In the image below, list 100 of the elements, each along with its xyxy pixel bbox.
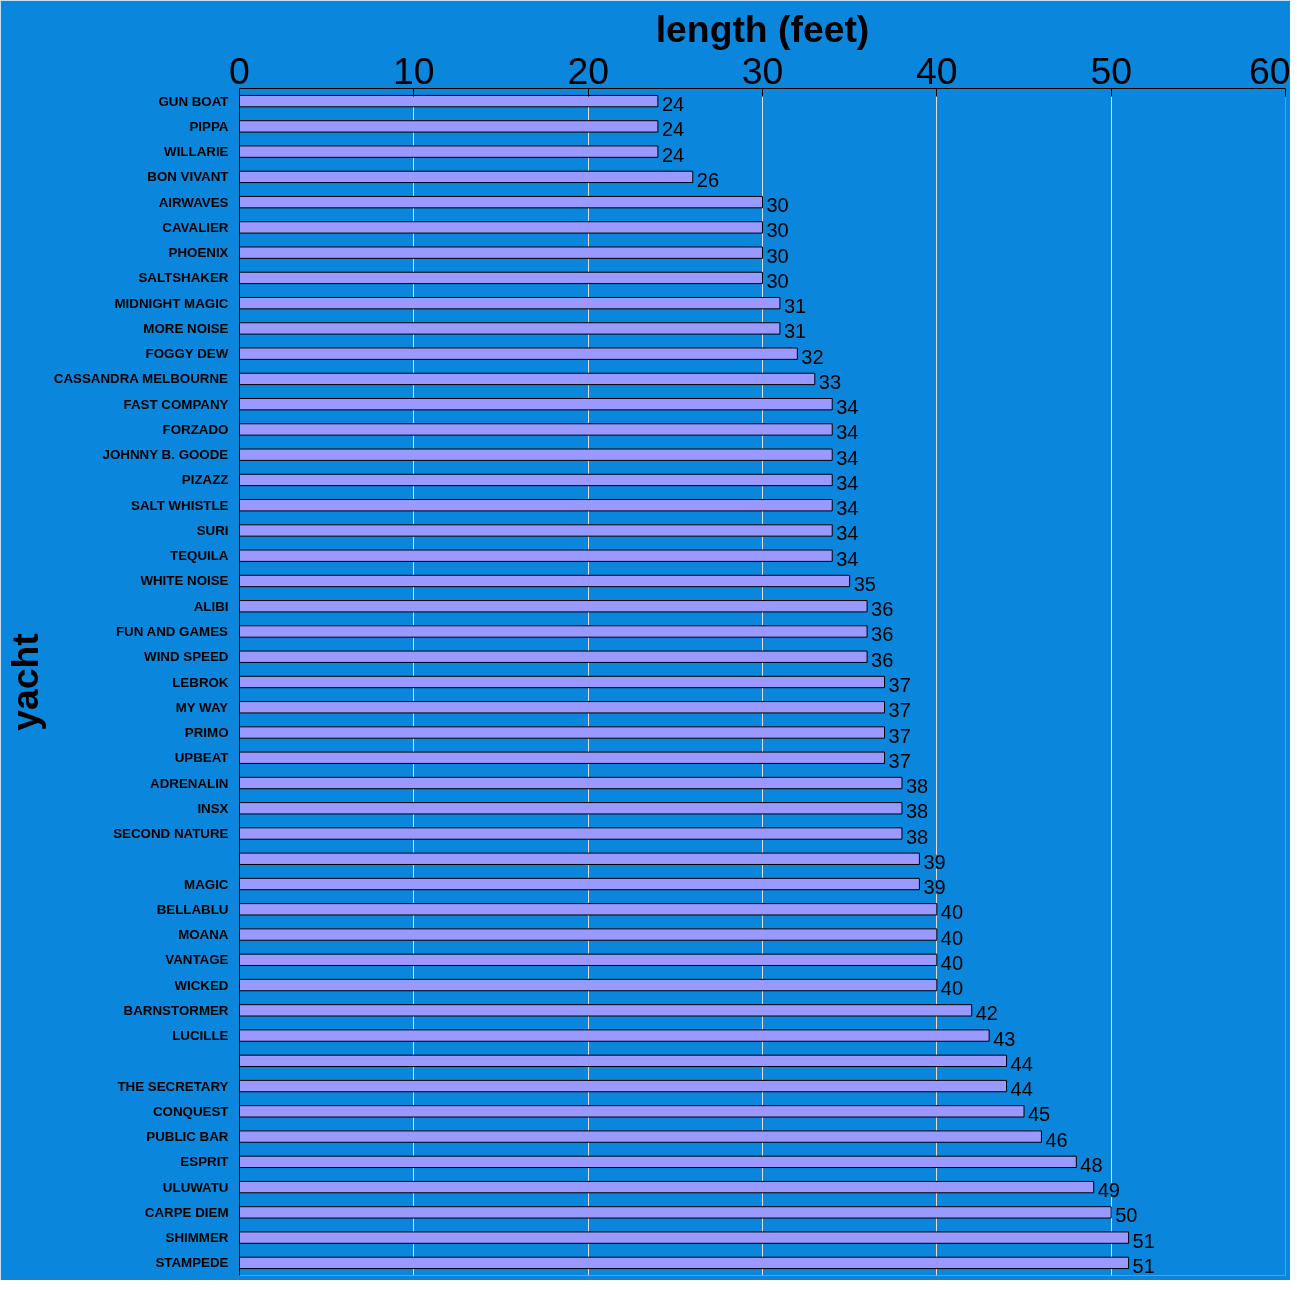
y-tick-label: FAST COMPANY (123, 396, 229, 412)
data-label: 30 (766, 194, 789, 217)
data-label: 38 (905, 825, 929, 848)
y-tick-label: WIND SPEED (144, 649, 229, 665)
data-label: 31 (783, 320, 807, 343)
data-label: 33 (818, 370, 842, 393)
data-label: 32 (801, 345, 824, 368)
y-tick-label: PUBLIC BAR (146, 1129, 229, 1145)
data-label: 26 (696, 168, 720, 191)
y-tick-label: ESPRIT (180, 1154, 229, 1170)
data-label: 36 (871, 598, 894, 621)
data-label: 48 (1080, 1153, 1103, 1176)
y-tick-label: PHOENIX (168, 245, 229, 261)
data-label: 34 (836, 547, 859, 570)
y-tick-label: PRIMO (184, 725, 229, 741)
y-tick-label: WICKED (174, 977, 229, 993)
data-label: 49 (1097, 1179, 1120, 1202)
data-label: 39 (923, 850, 946, 873)
data-label: 30 (766, 244, 789, 267)
data-label: 40 (940, 926, 964, 949)
data-label: 24 (661, 118, 685, 141)
data-label: 37 (888, 724, 911, 747)
data-label: 31 (783, 295, 807, 318)
x-tick-label: 30 (741, 49, 784, 92)
y-tick-label: PIZAZZ (181, 472, 229, 488)
y-tick-label: SALT WHISTLE (131, 497, 229, 513)
data-label: 44 (1010, 1078, 1033, 1101)
y-tick-label: UPBEAT (174, 750, 229, 766)
y-tick-label: ADRENALIN (150, 775, 229, 791)
data-label: 40 (940, 901, 964, 924)
data-label: 50 (1115, 1204, 1138, 1227)
x-tick-label: 50 (1090, 49, 1132, 92)
y-tick-label: BON VIVANT (147, 169, 229, 185)
y-tick-label: BELLABLU (156, 901, 229, 917)
data-label: 34 (836, 396, 859, 419)
x-tick-label: 10 (393, 49, 435, 92)
y-tick-label: TEQUILA (170, 548, 229, 564)
y-tick-label: LEBROK (172, 674, 229, 690)
y-tick-label: JOHNNY B. GOODE (102, 447, 229, 463)
y-tick-label: SALTSHAKER (138, 270, 229, 286)
y-axis-title: yacht (3, 633, 46, 731)
y-tick-label: WHITE NOISE (140, 573, 229, 589)
data-label: 24 (661, 143, 685, 166)
y-tick-label: MOANA (178, 927, 229, 943)
data-label: 36 (871, 648, 894, 671)
y-tick-label: VANTAGE (165, 952, 229, 968)
data-label: 34 (836, 497, 859, 520)
y-tick-label: MY WAY (175, 699, 229, 715)
y-tick-label: CONQUEST (152, 1103, 229, 1119)
x-tick-label: 20 (567, 49, 609, 92)
y-tick-label: MAGIC (184, 876, 229, 892)
y-tick-label: ALIBI (193, 598, 229, 614)
y-tick-label: MORE NOISE (143, 320, 229, 336)
x-tick-label: 60 (1248, 49, 1291, 92)
data-label: 35 (853, 572, 876, 595)
y-tick-label: SECOND NATURE (113, 826, 229, 842)
y-tick-label: SURI (196, 522, 229, 538)
data-label: 34 (836, 522, 859, 545)
y-tick-label: GUN BOAT (158, 93, 229, 109)
data-label: 37 (888, 749, 911, 772)
data-label: 43 (993, 1027, 1016, 1050)
y-tick-label: INSX (197, 800, 229, 816)
y-tick-label: FOGGY DEW (145, 346, 229, 362)
data-label: 34 (836, 446, 859, 469)
data-label: 39 (923, 876, 946, 899)
data-label: 46 (1045, 1128, 1068, 1151)
data-label: 37 (888, 699, 911, 722)
data-label: 51 (1132, 1229, 1155, 1252)
data-label: 30 (766, 269, 789, 292)
y-tick-label: SHIMMER (165, 1230, 229, 1246)
y-tick-label: MIDNIGHT MAGIC (114, 295, 229, 311)
data-label: 51 (1132, 1254, 1155, 1277)
data-label: 38 (905, 775, 929, 798)
y-tick-label: ULUWATU (162, 1179, 229, 1195)
y-tick-label: FORZADO (162, 421, 229, 437)
chart-title: length (feet) (655, 7, 870, 50)
data-label: 40 (940, 951, 964, 974)
y-tick-label: CAVALIER (162, 219, 229, 235)
data-label: 34 (836, 421, 859, 444)
y-tick-label: STAMPEDE (155, 1255, 229, 1271)
y-tick-label: BARNSTORMER (123, 1002, 229, 1018)
y-tick-label: CARPE DIEM (144, 1204, 229, 1220)
y-tick-label: PIPPA (189, 118, 229, 134)
data-label: 40 (940, 977, 964, 1000)
y-tick-label: THE SECRETARY (117, 1078, 229, 1094)
data-label: 44 (1010, 1052, 1033, 1075)
data-label: 30 (766, 219, 789, 242)
y-tick-label: WILLARIE (164, 144, 229, 160)
data-label: 34 (836, 471, 859, 494)
data-label: 42 (975, 1002, 998, 1025)
data-label: 24 (661, 93, 685, 116)
y-tick-label: LUCILLE (172, 1028, 229, 1044)
data-label: 37 (888, 674, 911, 696)
y-tick-label: FUN AND GAMES (115, 623, 229, 639)
y-tick-label: CASSANDRA MELBOURNE (53, 371, 229, 387)
x-tick-label: 0 (229, 49, 250, 92)
y-tick-label: AIRWAVES (158, 194, 229, 210)
data-label: 45 (1028, 1103, 1051, 1126)
data-label: 36 (871, 623, 894, 646)
data-label: 38 (905, 800, 929, 823)
